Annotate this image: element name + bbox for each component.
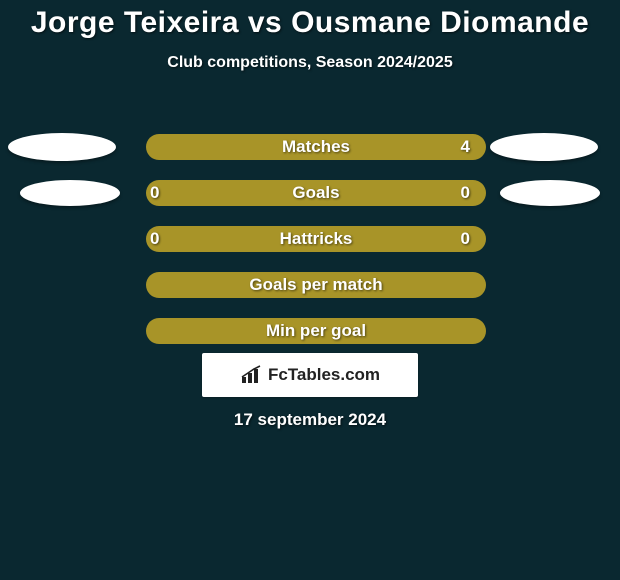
- bars-icon: [240, 365, 264, 385]
- stat-value-left: 0: [150, 183, 159, 203]
- stat-value-right: 4: [461, 137, 470, 157]
- date-label: 17 september 2024: [0, 410, 620, 430]
- stat-row: Goals 0 0: [0, 170, 620, 216]
- stat-bar: Goals: [146, 180, 486, 206]
- stat-label: Hattricks: [280, 229, 353, 249]
- stat-rows: Matches 4 Goals 0 0 Hattricks 0 0 Goals per matc…: [0, 124, 620, 354]
- stat-bar: Hattricks: [146, 226, 486, 252]
- stat-bar: Matches: [146, 134, 486, 160]
- stat-row: Min per goal: [0, 308, 620, 354]
- stat-value-right: 0: [461, 183, 470, 203]
- page-title: Jorge Teixeira vs Ousmane Diomande: [0, 0, 620, 40]
- stat-row: Hattricks 0 0: [0, 216, 620, 262]
- player-left-marker: [8, 133, 116, 161]
- stat-value-left: 0: [150, 229, 159, 249]
- stat-value-right: 0: [461, 229, 470, 249]
- logo-box: FcTables.com: [202, 353, 418, 397]
- subtitle: Club competitions, Season 2024/2025: [0, 54, 620, 72]
- stat-label: Goals: [292, 183, 339, 203]
- stat-row: Goals per match: [0, 262, 620, 308]
- player-left-marker: [20, 180, 120, 206]
- comparison-chart: Jorge Teixeira vs Ousmane Diomande Club …: [0, 0, 620, 580]
- stat-bar: Goals per match: [146, 272, 486, 298]
- player-right-marker: [500, 180, 600, 206]
- logo-text: FcTables.com: [268, 365, 380, 385]
- stat-label: Goals per match: [249, 275, 382, 295]
- player-right-marker: [490, 133, 598, 161]
- stat-label: Matches: [282, 137, 350, 157]
- stat-label: Min per goal: [266, 321, 366, 341]
- stat-bar: Min per goal: [146, 318, 486, 344]
- stat-row: Matches 4: [0, 124, 620, 170]
